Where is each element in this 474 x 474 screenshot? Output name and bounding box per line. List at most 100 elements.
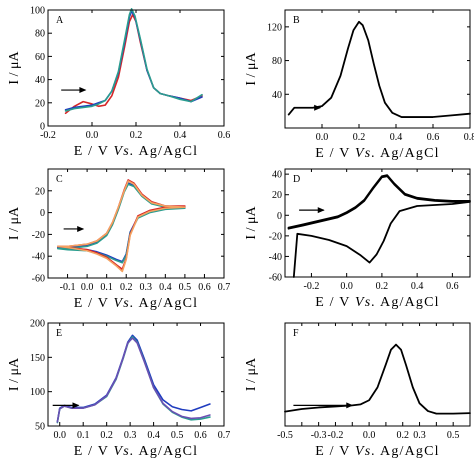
series-line-d-2 (287, 174, 471, 229)
panel-letter: F (293, 328, 299, 339)
y-axis-title: I / μA (244, 52, 259, 86)
x-axis-title-part: Vs. (113, 144, 134, 159)
x-axis-title-part: E / V (315, 444, 355, 459)
y-tick-label: 20 (35, 98, 45, 109)
x-axis-title-part: Ag/AgCl (135, 144, 199, 159)
x-tick-label: 0.6 (198, 282, 211, 293)
x-tick-label: 0.2 (130, 130, 143, 141)
x-tick-label: 0.6 (218, 130, 231, 141)
x-tick-label: 0.4 (174, 130, 187, 141)
x-tick-label: 0.4 (159, 282, 172, 293)
panel-letter: D (293, 174, 300, 185)
x-axis-title-part: E / V (315, 295, 355, 310)
x-tick-label: -0.2 (328, 430, 344, 441)
sweep-arrow-head (346, 402, 354, 409)
x-tick-label: 0.2 (376, 281, 389, 292)
x-tick-label: 0.0 (340, 281, 353, 292)
plot-frame (47, 168, 225, 279)
x-tick-label: 0.2 (100, 430, 113, 441)
x-tick-label: 0.6 (194, 430, 207, 441)
sweep-arrow-head (317, 207, 325, 214)
y-tick-label: -20 (269, 231, 282, 242)
y-tick-label: -40 (269, 252, 282, 263)
x-axis-title-part: Vs. (355, 444, 376, 459)
x-tick-label: 0.1 (77, 430, 90, 441)
y-tick-label: -60 (32, 274, 45, 285)
sweep-arrow-head (72, 402, 80, 409)
x-tick-label: 0.4 (390, 132, 403, 143)
plot-frame (47, 322, 225, 427)
x-tick-label: 0.2 (120, 282, 133, 293)
x-tick-label: 0.0 (86, 130, 99, 141)
x-tick-label: 0.6 (427, 132, 440, 143)
x-tick-label: 0.0 (316, 132, 329, 143)
x-axis-title-part: E / V (74, 296, 114, 311)
y-tick-label: 20 (35, 186, 45, 197)
x-axis-title-part: Ag/AgCl (135, 296, 199, 311)
x-tick-label: 0.4 (147, 430, 160, 441)
x-axis-title-part: E / V (74, 444, 114, 459)
x-axis-title: E / V Vs. Ag/AgCl (74, 444, 199, 459)
plot-frame (284, 322, 471, 427)
x-tick-label: 0.8 (464, 132, 474, 143)
x-tick-label: 0.0 (53, 430, 66, 441)
x-tick-label: -0.2 (40, 130, 56, 141)
y-axis-title: I / μA (244, 206, 259, 240)
series-line-c-3 (56, 179, 186, 271)
x-axis-title-part: E / V (74, 144, 114, 159)
panel-letter: B (293, 15, 300, 26)
y-tick-label: 50 (35, 422, 45, 433)
y-tick-label: -20 (32, 230, 45, 241)
x-tick-label: 0.3 (413, 430, 426, 441)
panel-f: -0.5 -0.3 -0.2 0.0 0.2 0.3 0.5 F I / μA E / V Vs.… (244, 322, 471, 459)
y-tick-label: 40 (272, 90, 282, 101)
series-line-d-1 (287, 175, 471, 278)
x-axis-title-part: Ag/AgCl (376, 444, 440, 459)
series-line-e-3 (56, 337, 211, 423)
x-axis-title: E / V Vs. Ag/AgCl (74, 296, 199, 311)
series-line-c-4 (56, 180, 186, 273)
y-axis-title: I / μA (7, 206, 22, 240)
y-tick-label: 20 (272, 190, 282, 201)
plot-frame (284, 9, 471, 129)
panel-letter: E (56, 328, 62, 339)
x-tick-label: 0.2 (396, 430, 409, 441)
x-tick-label: 0.6 (446, 281, 459, 292)
panel-letter: A (56, 15, 64, 26)
panel-c: -0.1 0.0 0.1 0.2 0.3 0.4 0.5 0.6 0.7 -60 -40 -20 0 20… (7, 168, 231, 311)
y-tick-label: 100 (30, 387, 45, 398)
x-axis-title: E / V Vs. Ag/AgCl (315, 146, 440, 161)
x-axis-title-part: Ag/AgCl (135, 444, 199, 459)
x-axis-title: E / V Vs. Ag/AgCl (315, 444, 440, 459)
y-tick-label: 100 (30, 6, 45, 17)
panel-d: -0.2 0.0 0.2 0.4 0.6 -60 -40 -20 0 20 40 D I / μA E /… (244, 168, 471, 310)
x-axis-title: E / V Vs. Ag/AgCl (315, 295, 440, 310)
x-tick-label: 0.0 (81, 282, 94, 293)
x-axis-title-part: E / V (315, 146, 355, 161)
sweep-arrow-head (79, 87, 87, 94)
x-tick-label: 0.7 (218, 282, 231, 293)
x-tick-label: 0.1 (100, 282, 113, 293)
y-axis-title: I / μA (7, 51, 22, 85)
y-tick-label: -60 (269, 273, 282, 284)
x-axis-title-part: Vs. (355, 146, 376, 161)
x-tick-label: 0.5 (179, 282, 192, 293)
y-tick-label: 0 (40, 208, 45, 219)
sweep-arrow-head (314, 104, 322, 111)
y-tick-label: 200 (30, 319, 45, 330)
x-axis-title-part: Vs. (355, 295, 376, 310)
x-tick-label: -0.5 (277, 430, 293, 441)
series-line-a-2 (64, 10, 203, 111)
x-tick-label: 0.0 (363, 430, 376, 441)
x-axis-title: E / V Vs. Ag/AgCl (74, 144, 199, 159)
series-line-b-1 (287, 20, 471, 118)
series-line-a-3 (64, 8, 203, 112)
y-axis-title: I / μA (7, 357, 22, 391)
x-tick-label: -0.2 (304, 281, 320, 292)
y-tick-label: 0 (277, 211, 282, 222)
series-line-f-1 (284, 343, 471, 415)
y-tick-label: -40 (32, 252, 45, 263)
x-tick-label: -0.1 (60, 282, 76, 293)
panel-e: 0.0 0.1 0.2 0.3 0.4 0.5 0.6 0.7 50 100 150 200 E I / … (7, 319, 230, 460)
